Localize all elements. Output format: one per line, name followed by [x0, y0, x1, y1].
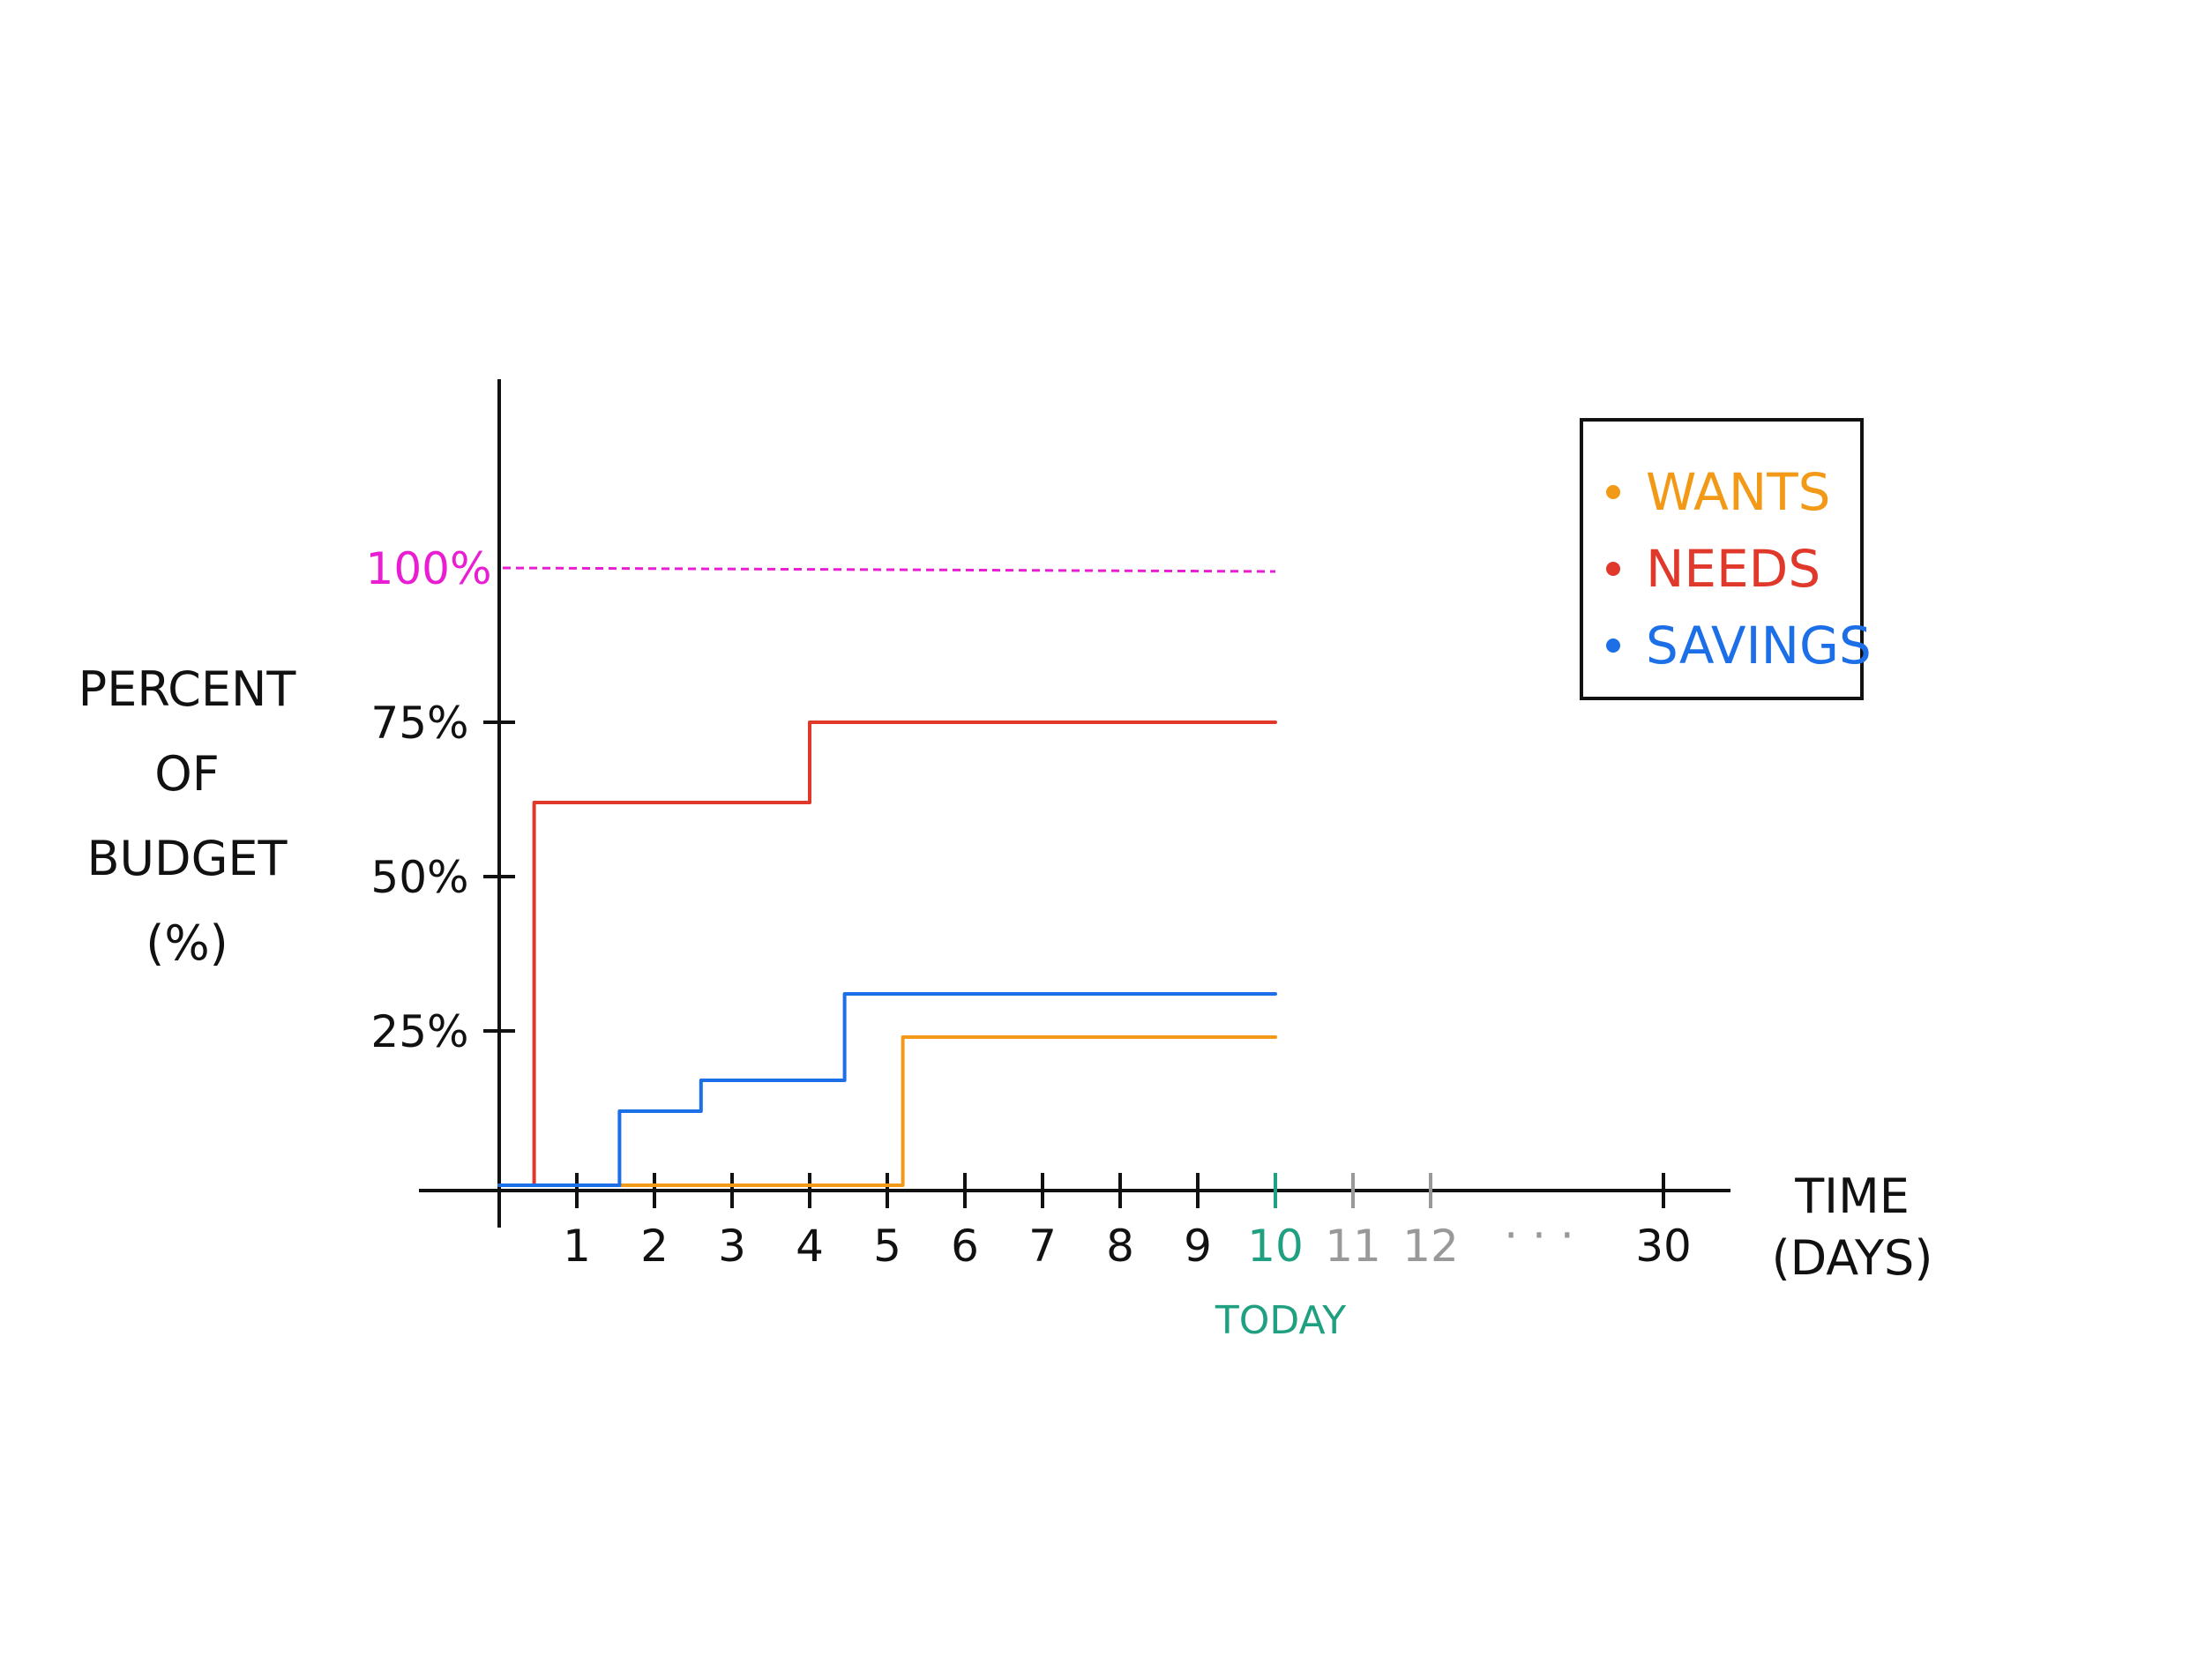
y-axis-title-line: PERCENT	[78, 661, 297, 717]
y-tick-label: 75%	[370, 698, 468, 749]
legend-label: NEEDS	[1646, 539, 1820, 599]
y-ticks: 25% 50% 75%	[370, 698, 515, 1057]
legend-marker	[1606, 638, 1620, 653]
x-tick-label: 10	[1247, 1221, 1304, 1272]
y-axis-title: PERCENT OF BUDGET (%)	[78, 661, 297, 971]
legend-box	[1580, 418, 1864, 700]
y-tick-label: 50%	[370, 852, 468, 903]
x-tick-label: 9	[1184, 1221, 1212, 1272]
x-tick-label: 2	[640, 1221, 669, 1272]
y-axis-title-line: (%)	[146, 915, 228, 971]
legend-label: WANTS	[1646, 462, 1831, 522]
x-tick-label: 4	[796, 1221, 824, 1272]
x-axis-ellipsis: · · ·	[1504, 1210, 1573, 1261]
y-axis-title-line: BUDGET	[86, 831, 288, 886]
series-lines	[497, 721, 1277, 1187]
series-line-savings	[497, 992, 1277, 1187]
x-tick-label: 3	[718, 1221, 746, 1272]
x-tick-label: 5	[873, 1221, 901, 1272]
reference-line-label: 100%	[366, 543, 492, 594]
y-axis-title-line: OF	[154, 746, 220, 802]
reference-line	[502, 566, 1276, 573]
x-axis-title-line: (DAYS)	[1772, 1230, 1933, 1286]
x-tick-label: 6	[951, 1221, 979, 1272]
x-tick-label: 12	[1402, 1221, 1459, 1272]
legend-marker	[1606, 562, 1620, 576]
x-ticks: 1 2 3 4 5 6 7 8 9 10 11 12 30	[563, 1173, 1692, 1272]
x-tick-label: 7	[1028, 1221, 1057, 1272]
x-tick-label: 8	[1106, 1221, 1134, 1272]
x-tick-label: 1	[563, 1221, 591, 1272]
x-tick-label: 30	[1635, 1221, 1692, 1272]
series-line-needs	[497, 721, 1277, 1187]
legend-label: SAVINGS	[1646, 616, 1872, 676]
reference-line-100: 100%	[366, 543, 1276, 594]
series-line-wants	[497, 1035, 1277, 1187]
x-tick-label: 11	[1325, 1221, 1381, 1272]
legend-marker	[1606, 485, 1620, 499]
y-tick-label: 25%	[370, 1006, 468, 1057]
x-axis-title: TIME (DAYS)	[1772, 1169, 1933, 1286]
today-label: TODAY	[1215, 1298, 1346, 1343]
legend: WANTS NEEDS SAVINGS	[1580, 418, 1872, 700]
x-axis-title-line: TIME	[1794, 1169, 1910, 1224]
